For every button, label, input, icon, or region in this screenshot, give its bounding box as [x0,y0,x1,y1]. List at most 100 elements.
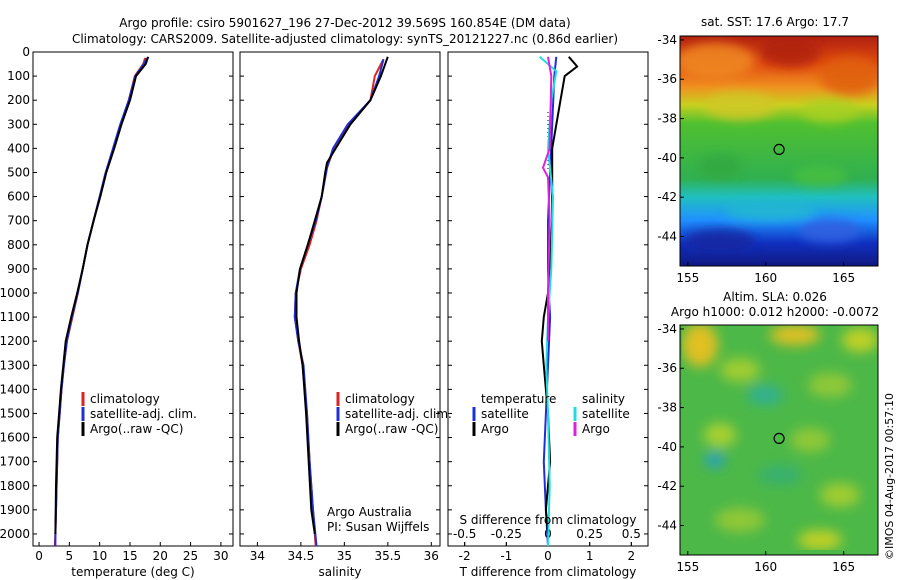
lat-tick-label: -44 [657,230,677,244]
temperature-x-tick-label: 30 [213,549,228,563]
salinity-xlabel: salinity [318,565,361,579]
depth-tick-label: 1600 [0,431,30,445]
series-line-difference-3 [542,56,553,342]
temperature-legend: climatology satellite-adj. clim. Argo(..… [81,392,197,436]
depth-tick-label: 1200 [0,334,30,348]
sst-map-image [680,36,878,266]
lat-tick-label: -34 [657,33,677,47]
legend-title-salinity: salinity [582,392,625,406]
lat-tick-label: -42 [657,190,677,204]
depth-tick-label: 200 [7,93,30,107]
lon-tick-label: 155 [676,560,699,574]
lat-tick-label: -40 [657,151,677,165]
header-line2: Climatology: CARS2009. Satellite-adjuste… [72,32,618,46]
depth-tick-label: 1900 [0,503,30,517]
temperature-frame [32,51,234,547]
temperature-lines [53,56,150,547]
temperature-x-tick-label: 5 [66,549,74,563]
depth-tick-label: 2000 [0,527,30,541]
tdiff-x-tick-label: -1 [500,549,512,563]
legend-label-satellite: satellite-adj. clim. [345,407,452,421]
argo-location-marker [773,432,785,445]
salinity-legend: climatology satellite-adj. clim. Argo(..… [336,392,452,436]
sdiff-x-tick-label: -0.5 [453,527,476,541]
difference-xlabel-top: S difference from climatology [460,513,637,527]
lat-tick-label: -36 [657,361,677,375]
lat-tick-label: -36 [657,72,677,86]
depth-tick-label: 600 [7,190,30,204]
salinity-x-tick-label: 35.5 [374,549,401,563]
lon-tick-label: 160 [754,271,777,285]
tdiff-x-tick-label: 1 [586,549,594,563]
tdiff-x-tick-label: 0 [544,549,552,563]
sst-map-panel: sat. SST: 17.6 Argo: 17.7 [657,15,879,285]
salinity-frame [239,51,441,547]
series-line-temperature-1 [54,57,148,546]
lat-tick-label: -38 [657,112,677,126]
depth-tick-label: 700 [7,214,30,228]
depth-tick-label: 1700 [0,455,30,469]
depth-tick-label: 0 [22,45,30,59]
legend-label-climatology: climatology [345,392,415,406]
series-line-salinity-2 [295,56,389,535]
salinity-x-tick-label: 34.5 [288,549,315,563]
salinity-x-tick-label: 36 [424,549,439,563]
legend-label-sal-argo: Argo [582,422,610,436]
depth-tick-label: 1400 [0,382,30,396]
lat-tick-label: -34 [657,322,677,336]
series-line-temperature-2 [54,56,150,535]
lat-tick-label: -38 [657,401,677,415]
depth-tick-label: 300 [7,117,30,131]
legend-label-argo: Argo(..raw -QC) [345,422,438,436]
salinity-x-tick-label: 34 [250,549,265,563]
legend-label-sal-satellite: satellite [582,407,630,421]
imos-watermark: ©IMOS 04-Aug-2017 00:57:10 [883,393,896,560]
sdiff-x-tick-label: 0.5 [622,527,641,541]
sla-map-image [680,325,878,555]
credit-line2: PI: Susan Wijffels [327,520,429,534]
temperature-x-tick-label: 0 [35,549,43,563]
argo-location-marker [773,143,785,156]
legend-label-temp-satellite: satellite [481,407,529,421]
series-line-salinity-1 [293,58,385,547]
difference-panel: -2 -1 0 1 2-0.5 -0.25 0 0.25 0.5 temperature sat… [447,51,649,579]
sst-map-ticks: 155 160 165 -34 -36 -38 -40 -42 -44 [657,33,855,285]
sst-map-title: sat. SST: 17.6 Argo: 17.7 [701,15,849,29]
lon-tick-label: 165 [832,560,855,574]
lon-tick-label: 155 [676,271,699,285]
salinity-x-tick-label: 35 [337,549,352,563]
salinity-lines [293,56,389,547]
lon-tick-label: 160 [754,560,777,574]
sdiff-x-tick-label: -0.25 [491,527,522,541]
temperature-x-tick-label: 20 [153,549,168,563]
difference-legend: temperature satellite Argo salinity sate… [472,392,630,436]
depth-tick-label: 800 [7,238,30,252]
difference-lines [539,56,579,547]
depth-tick-label: 1100 [0,310,30,324]
difference-xlabel: T difference from climatology [459,565,637,579]
sla-map-ticks: 155 160 165 -34 -36 -38 -40 -42 -44 [657,322,855,574]
depth-tick-label: 100 [7,69,30,83]
series-line-salinity-0 [293,58,385,547]
series-line-difference-2 [539,56,558,547]
lat-tick-label: -44 [657,519,677,533]
legend-label-temp-argo: Argo [481,422,509,436]
tdiff-x-tick-label: 2 [628,549,636,563]
depth-tick-label: 1500 [0,406,30,420]
temperature-ticks: 0100200300400500600700800900100011001200… [0,45,233,563]
depth-tick-label: 1300 [0,358,30,372]
header-line1: Argo profile: csiro 5901627_196 27-Dec-2… [119,16,570,30]
sla-map-title: Altim. SLA: 0.026 [723,290,827,304]
temperature-x-tick-label: 10 [92,549,107,563]
lat-tick-label: -40 [657,440,677,454]
sla-map-frame [679,324,879,556]
lon-tick-label: 165 [832,271,855,285]
difference-ticks: -2 -1 0 1 2-0.5 -0.25 0 0.25 0.5 [448,51,648,563]
temperature-x-tick-label: 15 [122,549,137,563]
lat-tick-label: -42 [657,479,677,493]
temperature-panel: 0100200300400500600700800900100011001200… [0,45,234,579]
temperature-x-tick-label: 25 [183,549,198,563]
tdiff-x-tick-label: -2 [459,549,471,563]
legend-label-argo: Argo(..raw -QC) [90,422,183,436]
